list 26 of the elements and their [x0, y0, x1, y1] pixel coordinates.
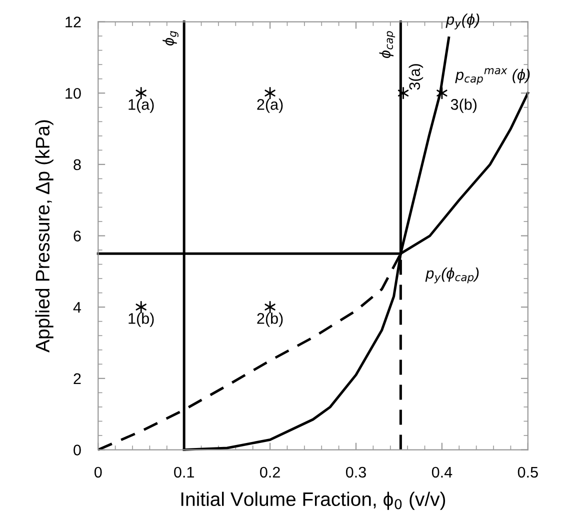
y-tick-label: 8 [74, 159, 81, 170]
y-tick-label: 10 [66, 88, 81, 99]
x-tick-label: 0.5 [518, 466, 538, 478]
y-tick-label: 0 [74, 444, 81, 456]
annotation: 1(b) [128, 312, 154, 327]
y-tick-label: 2 [74, 373, 81, 384]
annotation: 2(b) [257, 312, 283, 327]
x-tick-label: 0.2 [260, 466, 280, 478]
x-axis-title: Initial Volume Fraction, ϕ$_{0}$ (v/v) [181, 492, 446, 510]
annotation: ϕ$_{g}$ [162, 30, 178, 46]
annotation: p$_{y}$(ϕ) [446, 14, 480, 30]
annotation: p$_{cap}$$^{max}$ (ϕ) [455, 68, 530, 85]
x-tick-label: 0.1 [174, 466, 194, 478]
annotation: p$_{y}$(ϕ$_{cap}$) [425, 267, 479, 284]
annotation: 2(a) [257, 98, 283, 113]
annotation: 1(a) [128, 98, 154, 113]
y-tick-label: 12 [66, 16, 81, 28]
x-tick-label: 0.3 [346, 466, 366, 478]
y-tick-label: 6 [74, 230, 81, 242]
y-tick-label: 4 [73, 302, 82, 313]
annotation: ϕ$_{cap}$ [379, 31, 396, 58]
annotation: 3(b) [450, 98, 477, 113]
annotation: 3(a) [408, 64, 424, 90]
x-tick-label: 0 [94, 466, 102, 478]
y-axis-title: Applied Pressure, Δp (kPa) [35, 120, 54, 352]
x-tick-label: 0.4 [432, 466, 452, 478]
